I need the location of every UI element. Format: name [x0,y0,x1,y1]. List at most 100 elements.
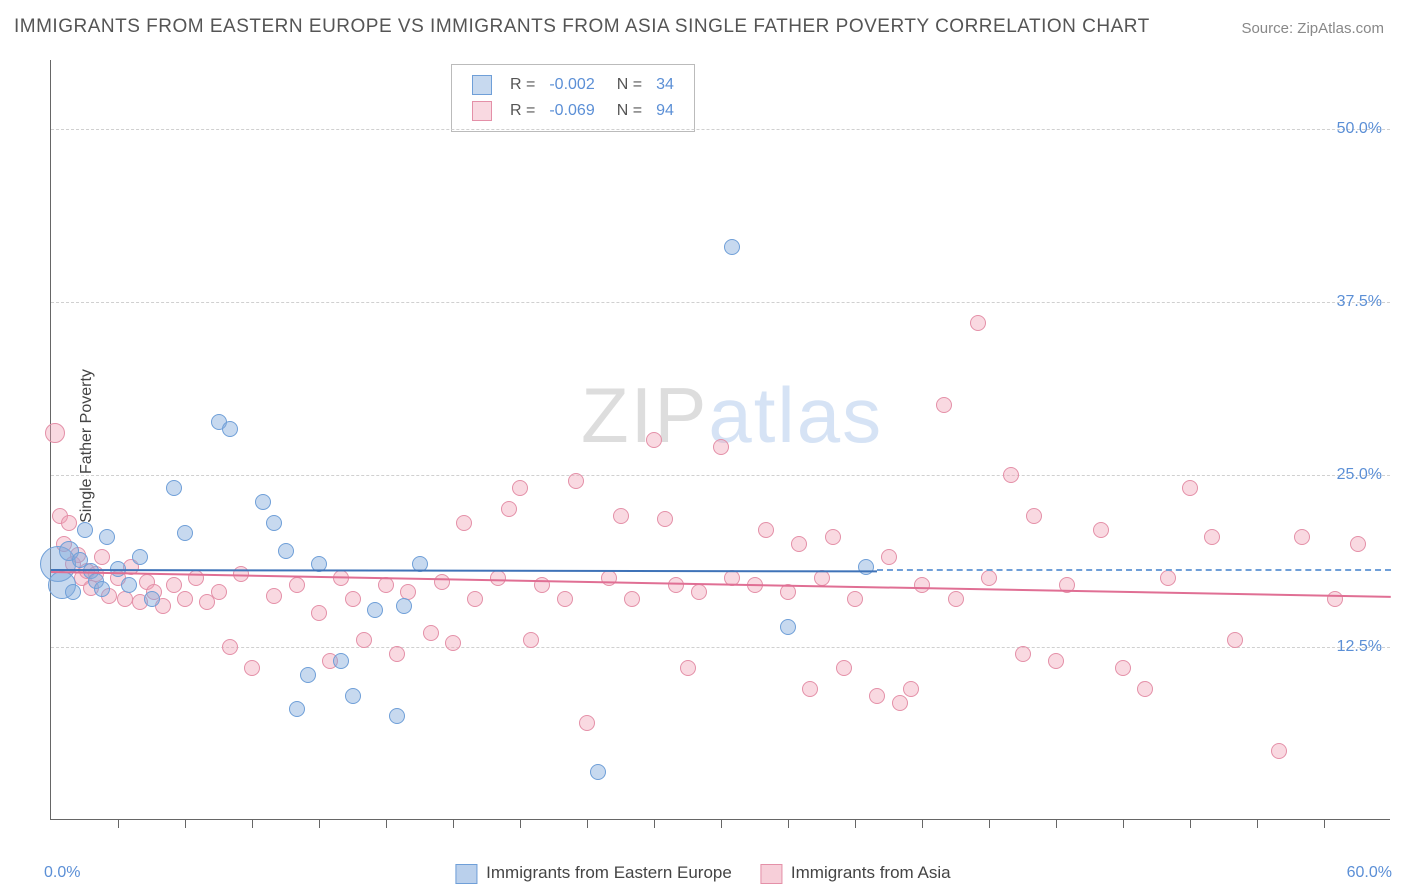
x-tick-mark [118,820,119,828]
data-point [333,653,349,669]
y-tick-label: 12.5% [1337,638,1382,656]
x-tick-mark [520,820,521,828]
data-point [579,715,595,731]
x-tick-mark [587,820,588,828]
data-point [467,591,483,607]
y-tick-label: 25.0% [1337,466,1382,484]
data-point [222,421,238,437]
data-point [132,549,148,565]
data-point [94,549,110,565]
data-point [981,570,997,586]
legend-swatch [760,864,782,884]
x-tick-mark [386,820,387,828]
source-attribution: Source: ZipAtlas.com [1241,20,1384,37]
data-point [188,570,204,586]
grid-line [51,129,1390,130]
legend-label: Immigrants from Eastern Europe [486,863,732,882]
data-point [61,515,77,531]
data-point [423,625,439,641]
data-point [881,549,897,565]
data-point [680,660,696,676]
x-tick-mark [855,820,856,828]
data-point [117,591,133,607]
data-point [1137,681,1153,697]
data-point [300,667,316,683]
data-point [356,632,372,648]
data-point [255,494,271,510]
x-tick-mark [788,820,789,828]
correlation-stats-legend: R =-0.002N =34R =-0.069N =94 [451,64,695,132]
watermark-zip: ZIP [581,371,708,459]
data-point [1160,570,1176,586]
data-point [970,315,986,331]
data-point [791,536,807,552]
x-tick-mark [1056,820,1057,828]
data-point [289,701,305,717]
data-point [780,619,796,635]
data-point [65,584,81,600]
data-point [177,591,193,607]
trend-line [877,569,1391,571]
data-point [1003,467,1019,483]
data-point [244,660,260,676]
y-tick-label: 50.0% [1337,120,1382,138]
data-point [903,681,919,697]
data-point [311,605,327,621]
data-point [1327,591,1343,607]
x-tick-mark [453,820,454,828]
data-point [99,529,115,545]
x-tick-mark [721,820,722,828]
data-point [501,501,517,517]
data-point [657,511,673,527]
x-tick-mark [989,820,990,828]
data-point [1026,508,1042,524]
x-tick-max: 60.0% [1347,864,1392,882]
data-point [836,660,852,676]
data-point [266,515,282,531]
data-point [802,681,818,697]
grid-line [51,647,1390,648]
data-point [278,543,294,559]
data-point [624,591,640,607]
data-point [713,439,729,455]
x-tick-mark [922,820,923,828]
data-point [936,397,952,413]
data-point [914,577,930,593]
data-point [869,688,885,704]
x-tick-mark [185,820,186,828]
data-point [211,584,227,600]
series-legend: Immigrants from Eastern Europe Immigrant… [455,863,950,884]
watermark-atlas: atlas [708,371,883,459]
data-point [345,688,361,704]
data-point [512,480,528,496]
data-point [590,764,606,780]
grid-line [51,302,1390,303]
y-tick-label: 37.5% [1337,293,1382,311]
data-point [289,577,305,593]
watermark: ZIPatlas [581,370,883,461]
data-point [1204,529,1220,545]
data-point [45,423,65,443]
data-point [1227,632,1243,648]
data-point [389,708,405,724]
trend-line [51,571,1391,598]
data-point [389,646,405,662]
data-point [1294,529,1310,545]
data-point [490,570,506,586]
x-tick-mark [654,820,655,828]
data-point [177,525,193,541]
data-point [814,570,830,586]
data-point [858,559,874,575]
data-point [523,632,539,648]
data-point [1115,660,1131,676]
data-point [396,598,412,614]
data-point [1048,653,1064,669]
x-tick-mark [1190,820,1191,828]
data-point [166,480,182,496]
data-point [1093,522,1109,538]
data-point [1015,646,1031,662]
data-point [166,577,182,593]
data-point [668,577,684,593]
data-point [1271,743,1287,759]
data-point [1350,536,1366,552]
